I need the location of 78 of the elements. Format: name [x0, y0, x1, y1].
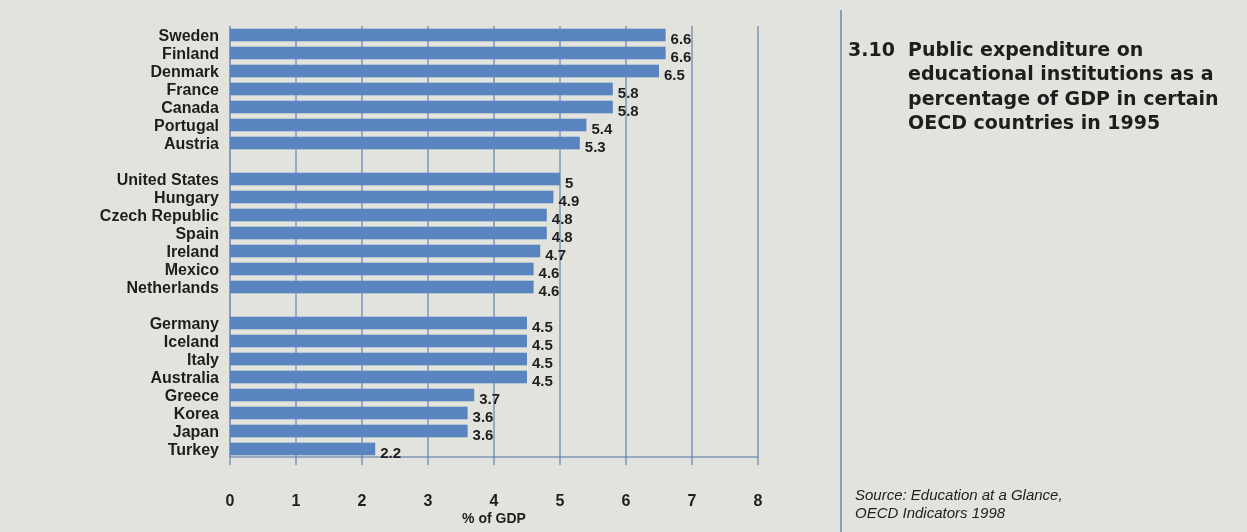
bar: [230, 28, 666, 42]
y-tick-label: United States: [116, 171, 220, 188]
data-label: 6.5: [664, 66, 685, 83]
y-tick-label: Portugal: [154, 117, 219, 134]
bar: [230, 226, 547, 240]
y-tick-label: Austria: [163, 135, 220, 152]
bar: [230, 190, 554, 204]
data-label: 4.6: [538, 282, 560, 299]
y-tick-label: Ireland: [166, 243, 219, 260]
x-tick-label: 1: [291, 492, 301, 509]
bar: [230, 118, 587, 132]
data-label: 3.7: [479, 390, 501, 407]
bar: [230, 352, 527, 366]
bar: [230, 172, 560, 186]
data-label: 2.2: [380, 444, 402, 461]
data-label: 4.5: [532, 336, 553, 353]
x-tick-label: 0: [225, 492, 235, 509]
bar: [230, 334, 527, 348]
y-tick-label: Denmark: [150, 63, 220, 80]
y-tick-label: Spain: [175, 225, 219, 242]
data-label: 4.5: [532, 354, 553, 371]
x-axis-title: % of GDP: [462, 510, 526, 526]
data-label: 4.5: [532, 318, 553, 335]
x-tick-label: 4: [489, 492, 499, 509]
y-tick-label: Italy: [186, 351, 220, 368]
bar: [230, 370, 527, 384]
data-label: 5.8: [617, 102, 639, 119]
data-label: 4.6: [538, 264, 560, 281]
y-tick-label: Netherlands: [126, 279, 220, 296]
bar: [230, 208, 547, 222]
bar: [230, 262, 534, 276]
bar: [230, 244, 541, 258]
x-tick-label: 8: [753, 492, 763, 509]
source-note: Source: Education at a Glance, OECD Indicators 1998: [855, 486, 1063, 521]
data-label: 5.3: [584, 138, 606, 155]
bar: [230, 442, 376, 456]
x-tick-label: 3: [423, 492, 433, 509]
data-label: 5: [565, 174, 574, 191]
bar: [230, 388, 475, 402]
y-tick-label: Germany: [149, 315, 220, 332]
bar: [230, 406, 468, 420]
bar: [230, 424, 468, 438]
bar: [230, 82, 613, 96]
data-label: 5.8: [617, 84, 639, 101]
y-tick-label: Hungary: [154, 189, 220, 206]
y-tick-label: Sweden: [158, 27, 219, 44]
x-tick-label: 7: [687, 492, 697, 509]
bar: [230, 280, 534, 294]
y-tick-label: Australia: [150, 369, 220, 386]
data-label: 3.6: [472, 426, 494, 443]
bar: [230, 100, 613, 114]
data-label: 5.4: [591, 120, 613, 137]
data-label: 4.5: [532, 372, 553, 389]
bar: [230, 46, 666, 60]
data-label: 4.8: [551, 210, 573, 227]
y-tick-label: Japan: [172, 423, 219, 440]
data-label: 6.6: [670, 30, 692, 47]
data-label: 4.8: [551, 228, 573, 245]
x-tick-label: 5: [555, 492, 565, 509]
y-tick-label: Greece: [164, 387, 220, 404]
y-tick-label: Mexico: [164, 261, 220, 278]
data-label: 4.7: [545, 246, 567, 263]
data-label: 4.9: [558, 192, 580, 209]
bar: [230, 136, 580, 150]
y-tick-label: Czech Republic: [99, 207, 220, 224]
bar: [230, 316, 527, 330]
data-label: 6.6: [670, 48, 692, 65]
x-tick-label: 6: [621, 492, 631, 509]
x-tick-label: 2: [357, 492, 367, 509]
y-tick-label: Turkey: [167, 441, 220, 458]
text: 3.10 Public expenditure on educational institutions as a percentage of GDP in certain OECD countries in 1995: [848, 38, 1219, 133]
y-tick-label: Iceland: [163, 333, 219, 350]
y-tick-label: France: [166, 81, 220, 98]
data-label: 3.6: [472, 408, 494, 425]
y-tick-label: Korea: [173, 405, 220, 422]
y-tick-label: Finland: [162, 45, 219, 62]
bar: [230, 64, 659, 78]
y-tick-label: Canada: [161, 99, 220, 116]
